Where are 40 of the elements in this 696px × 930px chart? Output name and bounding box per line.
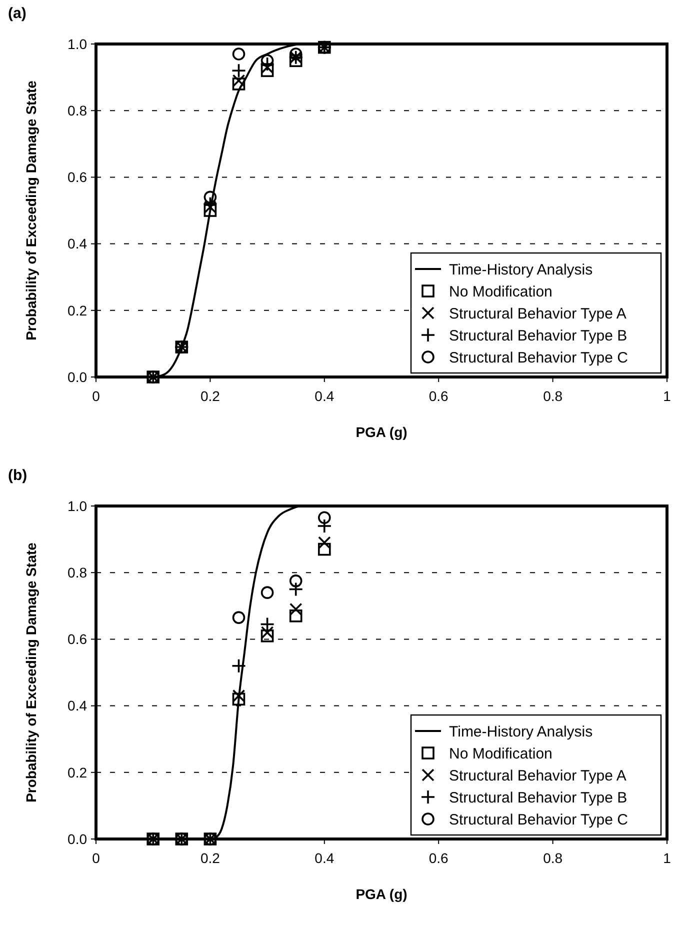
y-tick-label: 0.8	[68, 102, 88, 118]
x-tick-label: 0.4	[314, 850, 334, 866]
y-tick-label: 1.0	[68, 498, 88, 514]
legend-label: Structural Behavior Type B	[449, 327, 628, 344]
legend-label: Structural Behavior Type A	[449, 305, 626, 322]
legend-label: No Modification	[449, 745, 552, 762]
chart-title: (a)	[8, 5, 26, 22]
legend-label: Time-History Analysis	[449, 723, 593, 740]
x-tick-label: 0.8	[543, 388, 563, 404]
y-tick-label: 0.0	[68, 830, 88, 847]
x-axis-title: PGA (g)	[356, 424, 408, 440]
x-tick-label: 0.8	[543, 850, 563, 866]
legend-label: Structural Behavior Type C	[449, 349, 628, 366]
y-tick-label: 0.6	[68, 169, 88, 186]
y-tick-label: 0.2	[68, 764, 88, 780]
x-axis-title: PGA (g)	[356, 886, 408, 902]
x-tick-label: 0.6	[428, 850, 449, 866]
y-tick-label: 1.0	[68, 36, 88, 52]
x-tick-label: 0	[92, 850, 100, 866]
x-tick-label: 0.2	[200, 388, 220, 404]
x-tick-label: 1	[663, 850, 672, 866]
x-tick-label: 1	[663, 388, 672, 404]
y-tick-label: 0.4	[68, 236, 88, 252]
legend-label: Time-History Analysis	[449, 261, 593, 278]
legend-label: Structural Behavior Type C	[449, 811, 628, 828]
x-tick-label: 0.4	[314, 388, 334, 404]
x-tick-label: 0.6	[428, 388, 449, 404]
y-tick-label: 0.2	[68, 302, 88, 318]
y-tick-label: 0.4	[68, 698, 88, 714]
y-axis-title: Probability of Exceeding Damage State	[23, 542, 39, 802]
chart-title: (b)	[8, 467, 28, 484]
x-tick-label: 0.2	[200, 850, 220, 866]
legend-label: Structural Behavior Type A	[449, 767, 626, 784]
legend-label: Structural Behavior Type B	[449, 789, 628, 806]
y-axis-title: Probability of Exceeding Damage State	[23, 80, 39, 340]
legend-label: No Modification	[449, 283, 552, 300]
y-tick-label: 0.8	[68, 564, 88, 580]
x-tick-label: 0	[92, 388, 100, 404]
y-tick-label: 0.0	[68, 368, 88, 385]
y-tick-label: 0.6	[68, 631, 88, 648]
